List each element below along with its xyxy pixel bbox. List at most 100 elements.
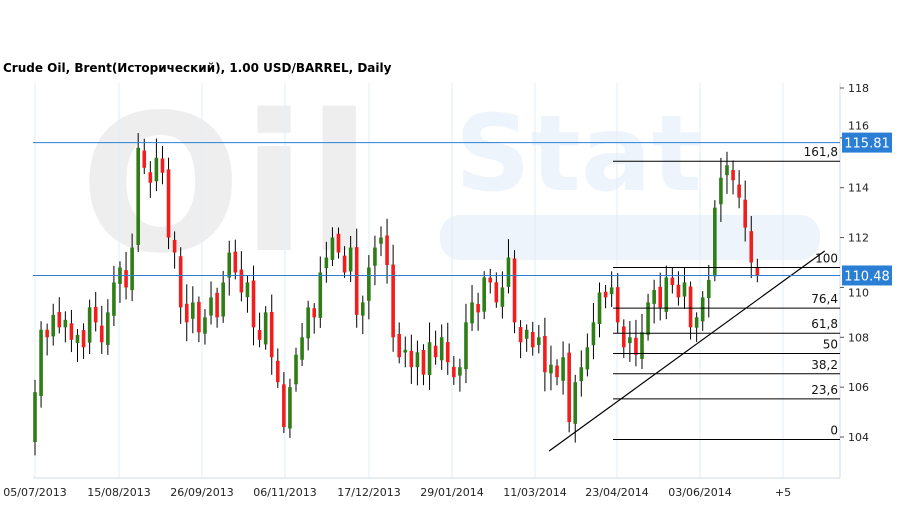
fib-level-label: 61,8 (811, 317, 838, 331)
candle-body (706, 279, 711, 299)
candle-body (209, 297, 213, 316)
candle-body (543, 336, 547, 373)
x-tick-label: 05/07/2013 (3, 486, 66, 499)
candle-body (360, 302, 365, 316)
candle-body (512, 258, 517, 323)
candle-body (397, 334, 401, 358)
fib-level-label: 38,2 (811, 358, 838, 372)
candle-body (324, 257, 329, 269)
candle-body (615, 287, 620, 323)
candle-body (452, 366, 456, 378)
trendline (548, 250, 826, 452)
y-tick-label: 106 (848, 381, 869, 394)
candle-body (573, 382, 578, 424)
y-tick-label: 116 (848, 120, 869, 133)
candle-body (288, 387, 292, 429)
candle-body (330, 237, 335, 260)
candle-body (652, 289, 656, 304)
candle-body (203, 317, 207, 334)
x-tick-label: 23/04/2014 (585, 486, 648, 499)
candle-body (391, 264, 395, 338)
y-tick-label: 112 (848, 232, 869, 245)
candle-body (445, 342, 450, 363)
fib-level-label: 50 (823, 338, 838, 352)
y-tick-label: 108 (848, 331, 869, 344)
candle-body (69, 323, 74, 340)
candle-body (494, 282, 499, 303)
watermark-stat: Stat (455, 93, 702, 215)
candle-body (178, 256, 183, 308)
candle-body (245, 282, 250, 298)
candle-body (597, 292, 602, 325)
candle-body (682, 282, 687, 297)
candle-body (75, 334, 80, 344)
candle-body (719, 177, 723, 205)
candle-body (658, 286, 663, 308)
candle-body (500, 287, 505, 307)
candle-body (373, 247, 377, 266)
candle-body (427, 342, 432, 376)
candle-body (664, 277, 669, 312)
candle-body (591, 322, 596, 346)
candle-body (276, 360, 280, 383)
candle-body (403, 349, 408, 353)
candle-body (112, 282, 116, 316)
candle-body (93, 306, 98, 323)
candle-body (555, 365, 559, 378)
candle-body (421, 350, 426, 375)
candle-body (336, 233, 341, 253)
candle-body (354, 247, 359, 315)
candle-body (737, 184, 741, 198)
candle-body (239, 269, 244, 293)
candle-body (136, 147, 140, 245)
candle-body (184, 303, 189, 323)
candle-body (646, 302, 650, 335)
candle-body (464, 322, 468, 370)
candle-body (221, 282, 225, 317)
y-tick-label: 118 (848, 82, 869, 95)
candle-body (106, 312, 110, 345)
fib-level-label: 23,6 (811, 383, 838, 397)
candle-body (348, 247, 353, 272)
price-level-badge (842, 265, 892, 286)
candle-body (300, 337, 304, 360)
candle-body (640, 332, 644, 359)
candle-body (415, 352, 420, 368)
candle-body (433, 345, 438, 358)
price-level-label: 115.81 (844, 137, 890, 152)
y-tick-label: 114 (848, 182, 869, 195)
candle-body (367, 267, 371, 301)
candle-body (154, 157, 159, 182)
candle-body (700, 297, 705, 322)
candle-body (191, 302, 195, 319)
candle-body (197, 301, 201, 333)
candle-body (482, 277, 486, 312)
candle-body (282, 384, 286, 428)
candle-body (39, 329, 43, 396)
fib-level-label: 76,4 (811, 292, 838, 306)
x-tick-label: 17/12/2013 (337, 486, 400, 499)
candle-body (148, 172, 153, 183)
candle-body (458, 367, 462, 376)
candle-body (670, 277, 675, 285)
candle-body (51, 314, 56, 337)
candle-body (294, 354, 298, 385)
candle-body (269, 311, 274, 358)
candle-body (45, 329, 49, 338)
x-tick-label: +5 (775, 486, 791, 499)
candle-body (57, 312, 62, 328)
candle-body (488, 277, 493, 283)
candle-body (306, 307, 310, 339)
candle-body (385, 235, 389, 266)
candle-body (524, 329, 529, 339)
candle-body (470, 302, 474, 324)
watermark-bar (440, 215, 820, 260)
x-tick-label: 11/03/2014 (503, 486, 566, 499)
candle-body (561, 357, 565, 381)
candle-body (694, 317, 699, 328)
y-tick-label: 104 (848, 431, 869, 444)
candle-body (688, 286, 693, 328)
chart-title: Crude Oil, Brent(Исторический), 1.00 USD… (3, 61, 392, 75)
candle-body (263, 312, 268, 345)
